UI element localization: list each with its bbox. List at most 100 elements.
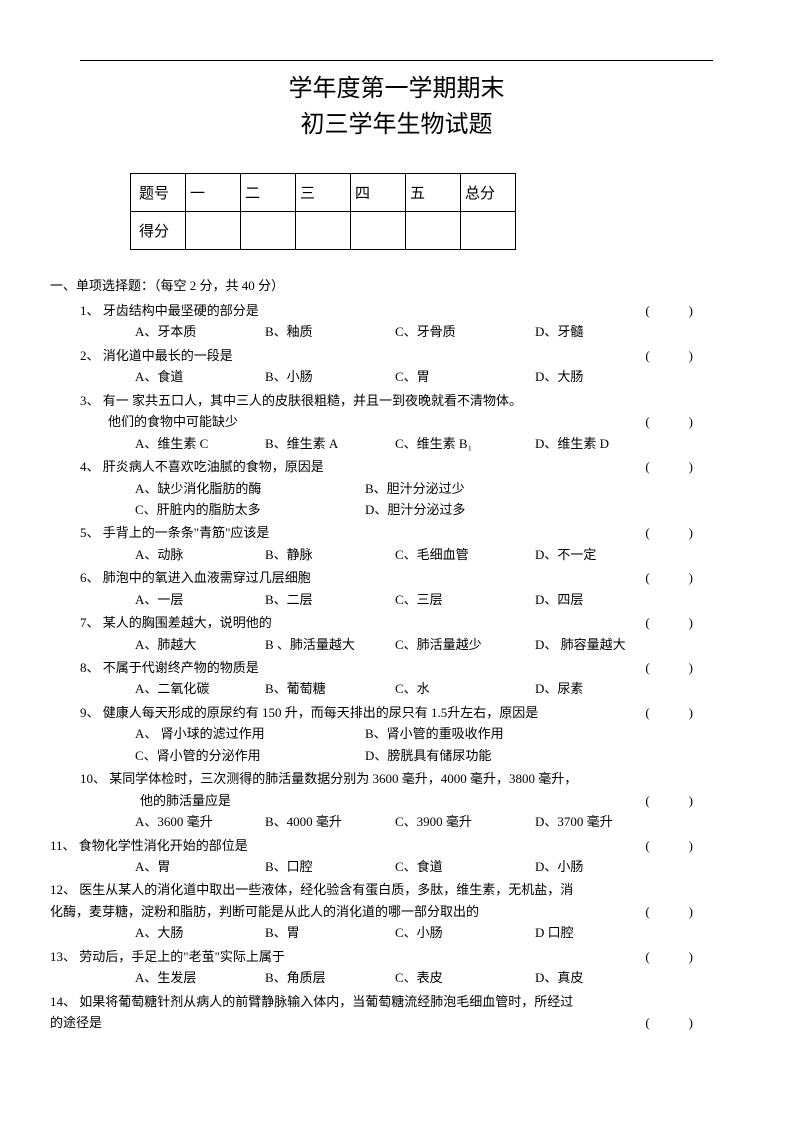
- options-row: C、肝脏内的脂肪太多D、胆汁分泌过多: [80, 499, 713, 520]
- answer-blank: ( ): [645, 345, 693, 366]
- question-stem: 牙齿结构中最坚硬的部分是: [103, 303, 259, 318]
- question-stem-cont: 的途径是: [50, 1015, 102, 1030]
- options-row: A、二氧化碳B、葡萄糖C、水D、尿素: [80, 678, 713, 699]
- question-stem: 有一 家共五口人，其中三人的皮肤很粗糙，并且一到夜晚就看不清物体。: [103, 393, 522, 408]
- answer-blank: ( ): [645, 835, 693, 856]
- option: A、缺少消化脂肪的酶: [135, 478, 365, 499]
- question: 1、 牙齿结构中最坚硬的部分是( )A、牙本质B、釉质C、牙骨质D、牙髓: [80, 300, 713, 343]
- cell: 二: [241, 174, 296, 212]
- option: D、3700 毫升: [535, 811, 613, 832]
- question-text: 3、 有一 家共五口人，其中三人的皮肤很粗糙，并且一到夜晚就看不清物体。: [80, 390, 713, 411]
- option: D、大肠: [535, 366, 583, 387]
- answer-blank: ( ): [645, 411, 693, 432]
- cell-label: 题号: [131, 174, 186, 212]
- answer-blank: ( ): [645, 901, 693, 922]
- option: B、静脉: [265, 544, 395, 565]
- question-number: 14、: [50, 994, 79, 1009]
- option: C、胃: [395, 366, 535, 387]
- question-text: 7、 某人的胸围差越大，说明他的( ): [80, 612, 713, 633]
- question-stem: 医生从某人的消化道中取出一些液体，经化验含有蛋白质，多肽，维生素，无机盐，消: [79, 882, 573, 897]
- question: 12、 医生从某人的消化道中取出一些液体，经化验含有蛋白质，多肽，维生素，无机盐…: [80, 879, 713, 943]
- question-text: 1、 牙齿结构中最坚硬的部分是( ): [80, 300, 713, 321]
- cell: [241, 212, 296, 250]
- option: B、胃: [265, 922, 395, 943]
- option: D、尿素: [535, 678, 583, 699]
- option: B、葡萄糖: [265, 678, 395, 699]
- option: B 、肺活量越大: [265, 634, 395, 655]
- option: A、二氧化碳: [135, 678, 265, 699]
- option: A、胃: [135, 856, 265, 877]
- option: A、 肾小球的滤过作用: [135, 723, 365, 744]
- question-stem: 如果将葡萄糖针剂从病人的前臂静脉输入体内，当葡萄糖流经肺泡毛细血管时，所经过: [79, 994, 573, 1009]
- option: A、一层: [135, 589, 265, 610]
- option: C、肾小管的分泌作用: [135, 745, 365, 766]
- cell: 四: [351, 174, 406, 212]
- question-number: 4、: [80, 459, 103, 474]
- question-stem: 手背上的一条条"青筋"应该是: [103, 525, 270, 540]
- option: B、胆汁分泌过少: [365, 478, 465, 499]
- question-stem: 某同学体检时，三次测得的肺活量数据分别为 3600 毫升，4000 毫升，380…: [109, 771, 577, 786]
- cell: [406, 212, 461, 250]
- options-row: A、胃B、口腔C、食道D、小肠: [80, 856, 713, 877]
- answer-blank: ( ): [645, 612, 693, 633]
- answer-blank: ( ): [645, 657, 693, 678]
- cell: 总分: [461, 174, 516, 212]
- question-stem: 肝炎病人不喜欢吃油腻的食物，原因是: [103, 459, 324, 474]
- options-row: C、肾小管的分泌作用D、膀胱具有储尿功能: [80, 745, 713, 766]
- option: B、二层: [265, 589, 395, 610]
- question-number: 7、: [80, 615, 103, 630]
- options-row: A、牙本质B、釉质C、牙骨质D、牙髓: [80, 321, 713, 342]
- options-row: A、大肠B、胃C、小肠D 口腔: [80, 922, 713, 943]
- title-line-1: 学年度第一学期期末: [80, 71, 713, 107]
- option: C、表皮: [395, 967, 535, 988]
- question: 6、 肺泡中的氧进入血液需穿过几层细胞( )A、一层B、二层C、三层D、四层: [80, 567, 713, 610]
- option: A、大肠: [135, 922, 265, 943]
- question-number: 12、: [50, 882, 79, 897]
- option: B、小肠: [265, 366, 395, 387]
- question-number: 13、: [50, 949, 79, 964]
- cell: [351, 212, 406, 250]
- option: A、维生素 C: [135, 433, 265, 454]
- options-row: A、一层B、二层C、三层D、四层: [80, 589, 713, 610]
- answer-blank: ( ): [645, 1012, 693, 1033]
- answer-blank: ( ): [645, 567, 693, 588]
- question-stem: 消化道中最长的一段是: [103, 348, 233, 363]
- option: D、真皮: [535, 967, 583, 988]
- question: 5、 手背上的一条条"青筋"应该是( )A、动脉B、静脉C、毛细血管D、不一定: [80, 522, 713, 565]
- question-text-cont: 他们的食物中可能缺少( ): [80, 411, 713, 432]
- question-text-cont: 他的肺活量应是( ): [80, 790, 713, 811]
- option: D、 肺容量越大: [535, 634, 626, 655]
- cell: [186, 212, 241, 250]
- answer-blank: ( ): [645, 946, 693, 967]
- question: 11、 食物化学性消化开始的部位是( )A、胃B、口腔C、食道D、小肠: [80, 835, 713, 878]
- option: C、三层: [395, 589, 535, 610]
- question-stem: 健康人每天形成的原尿约有 150 升，而每天排出的尿只有 1.5升左右，原因是: [103, 705, 539, 720]
- question: 13、 劳动后，手足上的"老茧"实际上属于( )A、生发层B、角质层C、表皮D、…: [80, 946, 713, 989]
- question-number: 10、: [80, 771, 109, 786]
- question-stem: 肺泡中的氧进入血液需穿过几层细胞: [103, 570, 311, 585]
- question: 8、 不属于代谢终产物的物质是( )A、二氧化碳B、葡萄糖C、水D、尿素: [80, 657, 713, 700]
- question: 10、 某同学体检时，三次测得的肺活量数据分别为 3600 毫升，4000 毫升…: [80, 768, 713, 832]
- question: 9、 健康人每天形成的原尿约有 150 升，而每天排出的尿只有 1.5升左右，原…: [80, 702, 713, 766]
- option: B、口腔: [265, 856, 395, 877]
- question-number: 3、: [80, 393, 103, 408]
- question: 4、 肝炎病人不喜欢吃油腻的食物，原因是( )A、缺少消化脂肪的酶B、胆汁分泌过…: [80, 456, 713, 520]
- option: C、3900 毫升: [395, 811, 535, 832]
- option: C、肝脏内的脂肪太多: [135, 499, 365, 520]
- questions-container: 1、 牙齿结构中最坚硬的部分是( )A、牙本质B、釉质C、牙骨质D、牙髓2、 消…: [80, 300, 713, 1033]
- option: B、釉质: [265, 321, 395, 342]
- options-row: A、肺越大B 、肺活量越大C、肺活量越少D、 肺容量越大: [80, 634, 713, 655]
- question-text: 14、 如果将葡萄糖针剂从病人的前臂静脉输入体内，当葡萄糖流经肺泡毛细血管时，所…: [50, 991, 713, 1012]
- question-text: 13、 劳动后，手足上的"老茧"实际上属于 ( ): [50, 946, 713, 967]
- question-stem: 劳动后，手足上的"老茧"实际上属于: [79, 949, 285, 964]
- title-block: 学年度第一学期期末 初三学年生物试题: [80, 71, 713, 143]
- question-text: 8、 不属于代谢终产物的物质是( ): [80, 657, 713, 678]
- question-number: 5、: [80, 525, 103, 540]
- question-number: 11、: [50, 838, 79, 853]
- question-text: 9、 健康人每天形成的原尿约有 150 升，而每天排出的尿只有 1.5升左右，原…: [80, 702, 713, 723]
- cell: 三: [296, 174, 351, 212]
- score-table: 题号 一 二 三 四 五 总分 得分: [130, 173, 516, 250]
- option: A、牙本质: [135, 321, 265, 342]
- question-text: 5、 手背上的一条条"青筋"应该是( ): [80, 522, 713, 543]
- options-row: A、食道B、小肠C、胃D、大肠: [80, 366, 713, 387]
